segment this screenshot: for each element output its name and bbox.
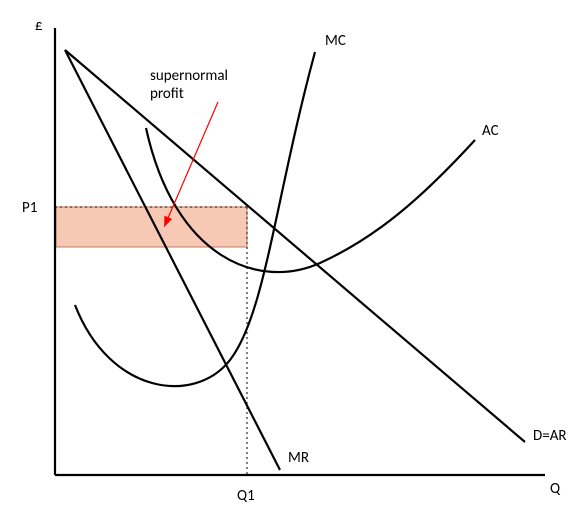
diagram-svg: £ Q P1 Q1 D=AR MR MC AC supernormal prof… [0,0,583,522]
economics-diagram: £ Q P1 Q1 D=AR MR MC AC supernormal prof… [0,0,583,522]
mc-label: MC [325,32,346,50]
annotation-text-2: profit [150,85,184,103]
ac-curve [146,128,475,272]
q1-label: Q1 [237,487,255,505]
y-axis-label: £ [35,17,43,35]
x-axis-label: Q [550,480,561,498]
p1-label: P1 [22,199,37,217]
ar-label: D=AR [533,427,567,445]
supernormal-profit-region [56,207,247,247]
annotation-text-1: supernormal [150,67,228,85]
mr-label: MR [288,449,309,467]
ac-label: AC [482,122,499,140]
mr-curve [65,50,280,470]
